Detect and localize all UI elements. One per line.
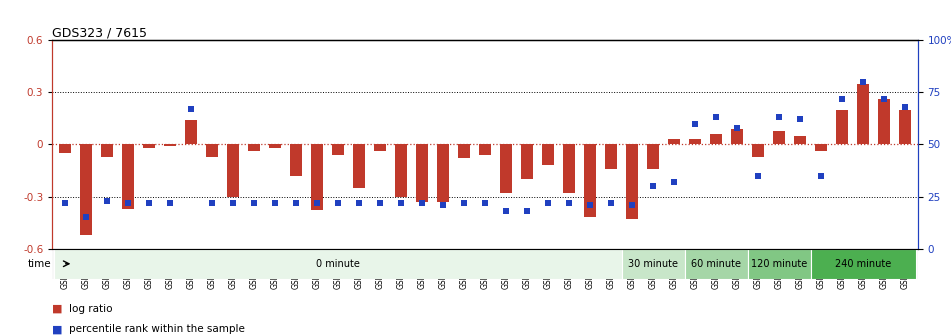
Point [877, 96, 892, 101]
Bar [648, 144, 659, 169]
Bar [206, 144, 218, 157]
Text: percentile rank within the sample: percentile rank within the sample [69, 324, 245, 334]
Point [813, 173, 828, 178]
Bar [458, 144, 470, 158]
Bar [185, 120, 197, 144]
Point [394, 200, 409, 206]
Point [121, 200, 136, 206]
Bar [622, 249, 685, 279]
Bar [332, 144, 343, 155]
Bar [144, 144, 155, 148]
Text: 30 minute: 30 minute [628, 259, 678, 269]
Bar [836, 110, 848, 144]
Bar [563, 144, 574, 193]
Text: 120 minute: 120 minute [751, 259, 807, 269]
Point [898, 104, 913, 110]
Point [57, 200, 72, 206]
Point [519, 208, 534, 214]
Bar [710, 134, 722, 144]
Point [456, 200, 472, 206]
Text: time: time [28, 259, 51, 269]
Point [184, 107, 199, 112]
Bar [269, 144, 281, 148]
Point [688, 121, 703, 126]
Point [309, 200, 324, 206]
Bar [311, 144, 322, 210]
Bar [584, 144, 596, 217]
Point [225, 200, 241, 206]
Bar [374, 144, 386, 152]
Bar [54, 249, 622, 279]
Text: ■: ■ [52, 304, 63, 314]
Point [729, 125, 745, 130]
Point [78, 215, 93, 220]
Text: 240 minute: 240 minute [835, 259, 891, 269]
Point [625, 202, 640, 208]
Point [856, 79, 871, 85]
Point [415, 200, 430, 206]
Text: 60 minute: 60 minute [691, 259, 741, 269]
Bar [794, 136, 805, 144]
Bar [689, 139, 701, 144]
Bar [122, 144, 134, 209]
Bar [353, 144, 365, 188]
Point [436, 202, 451, 208]
Point [351, 200, 366, 206]
Bar [417, 144, 428, 202]
Point [540, 200, 555, 206]
Bar [857, 84, 869, 144]
Bar [815, 144, 826, 152]
Point [267, 200, 282, 206]
Point [771, 115, 786, 120]
Bar [396, 144, 407, 197]
Bar [227, 144, 239, 197]
Point [604, 200, 619, 206]
Bar [59, 144, 70, 153]
Bar [669, 139, 680, 144]
Point [708, 115, 724, 120]
Point [646, 183, 661, 189]
Bar [80, 144, 91, 235]
Bar [685, 249, 747, 279]
Point [582, 202, 597, 208]
Bar [500, 144, 512, 193]
Point [373, 200, 388, 206]
Point [330, 200, 345, 206]
Bar [900, 110, 911, 144]
Point [163, 200, 178, 206]
Bar [290, 144, 301, 176]
Point [667, 179, 682, 185]
Bar [521, 144, 533, 179]
Point [142, 200, 157, 206]
Point [477, 200, 493, 206]
Point [99, 198, 114, 203]
Bar [101, 144, 113, 157]
Text: 0 minute: 0 minute [316, 259, 359, 269]
Bar [165, 144, 176, 146]
Text: ■: ■ [52, 324, 63, 334]
Bar [248, 144, 260, 152]
Point [288, 200, 303, 206]
Bar [479, 144, 491, 155]
Bar [627, 144, 638, 219]
Point [792, 117, 807, 122]
Text: log ratio: log ratio [69, 304, 113, 314]
Bar [773, 131, 785, 144]
Point [204, 200, 220, 206]
Point [750, 173, 766, 178]
Bar [731, 129, 743, 144]
Bar [810, 249, 916, 279]
Point [834, 96, 849, 101]
Bar [747, 249, 810, 279]
Bar [605, 144, 617, 169]
Bar [437, 144, 449, 202]
Bar [752, 144, 764, 157]
Point [246, 200, 262, 206]
Text: GDS323 / 7615: GDS323 / 7615 [52, 26, 147, 39]
Bar [879, 99, 890, 144]
Point [561, 200, 576, 206]
Bar [542, 144, 553, 165]
Point [498, 208, 514, 214]
